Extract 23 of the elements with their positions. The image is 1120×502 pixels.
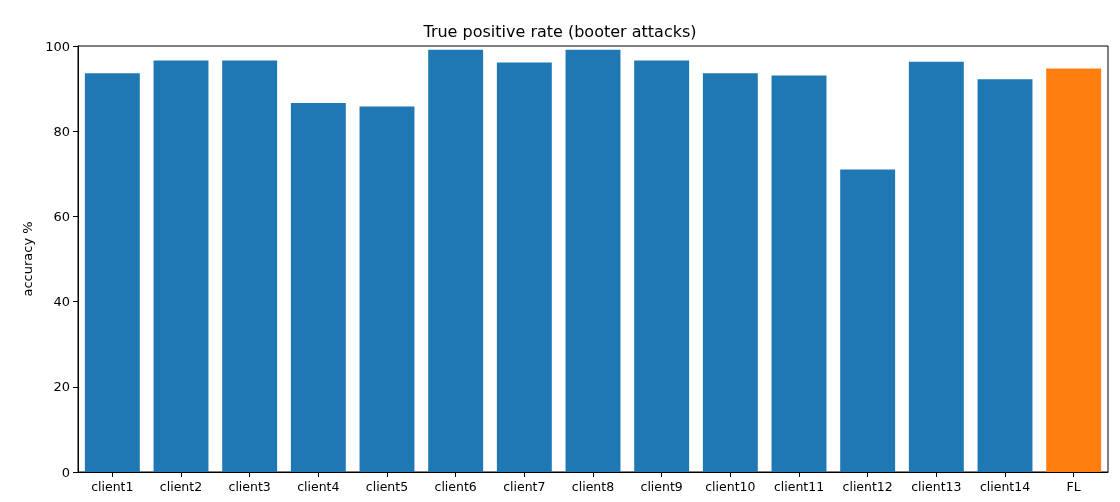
y-tick-label: 60: [53, 208, 70, 224]
y-axis-title: accuracy %: [20, 221, 36, 297]
x-tick-label: client2: [159, 479, 203, 494]
x-tick-label: client8: [571, 479, 615, 494]
x-tick-label: client5: [365, 479, 409, 494]
x-tick-label: client14: [979, 479, 1031, 494]
y-tick-label: 100: [45, 38, 70, 54]
x-tick-label: client1: [91, 479, 134, 494]
x-tick-label: client12: [842, 479, 893, 494]
y-tick-label: 40: [53, 294, 70, 310]
y-tick-label: 80: [53, 123, 70, 139]
x-tick-label: client7: [503, 479, 546, 494]
x-tick-label: client11: [773, 479, 825, 494]
x-tick-label: client6: [434, 479, 477, 494]
x-tick-label: client4: [297, 479, 340, 494]
y-tick-label: 20: [53, 379, 70, 395]
x-tick-label: client9: [640, 479, 683, 494]
x-tick-label: FL: [1066, 479, 1081, 494]
y-tick-label: 0: [61, 464, 70, 480]
x-tick-label: client3: [228, 479, 271, 494]
x-tick-label: client13: [911, 479, 962, 494]
x-tick-label: client10: [705, 479, 756, 494]
chart-title: True positive rate (booter attacks): [422, 21, 697, 41]
